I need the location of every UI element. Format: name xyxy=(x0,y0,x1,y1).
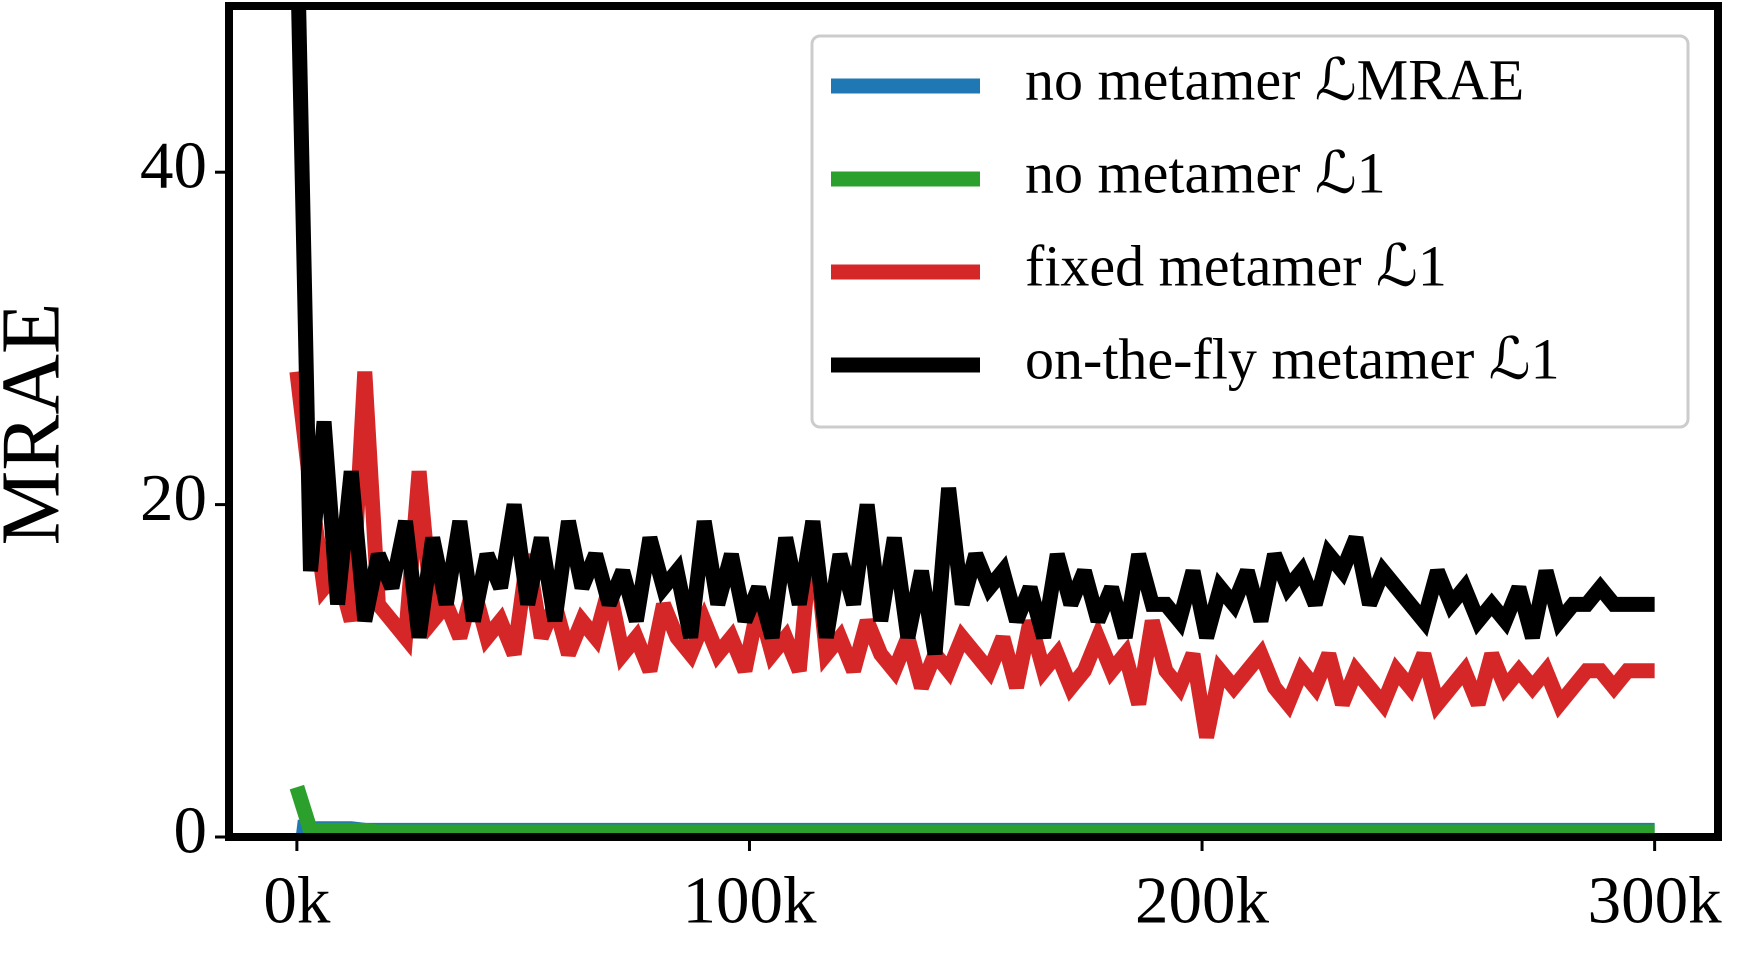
y-axis-label: MRAE xyxy=(0,303,77,546)
y-tick-label: 40 xyxy=(140,129,207,203)
legend-label: on-the-fly metamer ℒ1 xyxy=(1025,326,1560,391)
legend-label: no metamer ℒMRAE xyxy=(1025,47,1524,112)
legend-box xyxy=(810,34,1690,429)
plot-area xyxy=(289,6,1655,837)
legend-label: fixed metamer ℒ1 xyxy=(1025,233,1447,298)
legend-label: no metamer ℒ1 xyxy=(1025,140,1386,205)
x-tick-label: 300k xyxy=(1588,863,1723,937)
axes-frame xyxy=(225,2,1722,841)
x-tick-label: 0k xyxy=(263,863,331,937)
series-line xyxy=(291,6,1655,656)
y-tick-label: 20 xyxy=(140,461,207,535)
x-tick-label: 100k xyxy=(682,863,817,937)
series-line xyxy=(289,784,1655,837)
x-tick-label: 200k xyxy=(1135,863,1270,937)
y-tick-label: 0 xyxy=(174,793,208,867)
